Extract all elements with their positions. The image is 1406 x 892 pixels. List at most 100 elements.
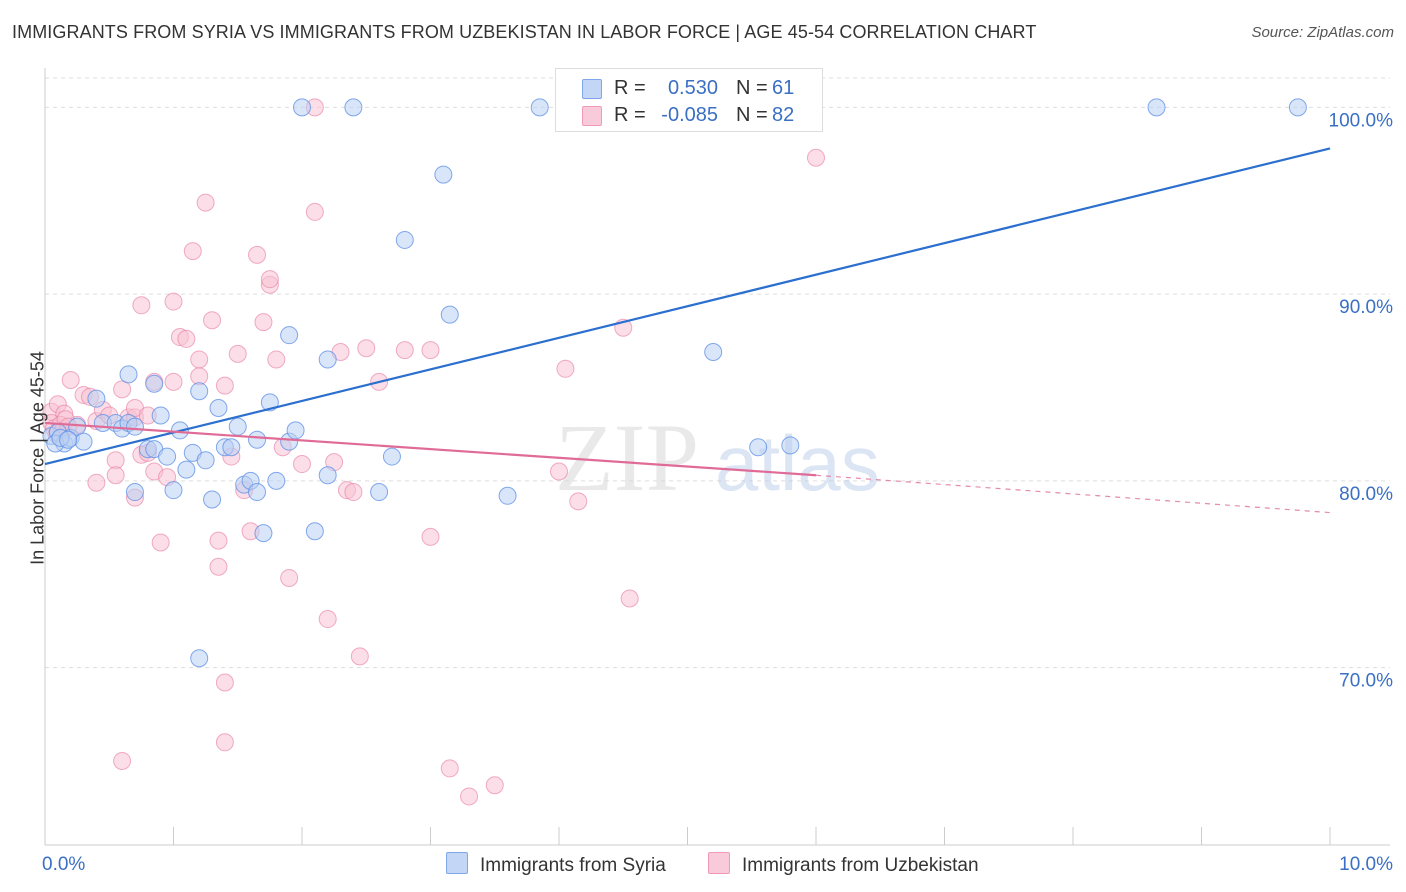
syria-r-value: 0.530 (667, 77, 718, 99)
syria-point (151, 406, 170, 425)
syria-n-value: 61 (772, 77, 795, 99)
uzbekistan-point (209, 557, 228, 576)
syria-swatch (582, 79, 602, 99)
uzbekistan-point (132, 296, 151, 315)
uzbekistan-point (113, 380, 132, 399)
syria-legend-label: Immigrants from Syria (480, 855, 666, 876)
uzbekistan-point (164, 372, 183, 391)
uzbekistan-trend-line (44, 421, 817, 477)
uzbekistan-point (196, 193, 215, 212)
watermark-atlas: atlas (715, 419, 880, 507)
uzbekistan-point (215, 673, 234, 692)
watermark: ZIP atlas (555, 404, 880, 511)
uzbekistan-point (164, 292, 183, 311)
uzbekistan-point (556, 359, 575, 378)
uzbekistan-point (318, 610, 337, 629)
gridlines (45, 77, 1390, 669)
syria-point (228, 417, 247, 436)
syria-point (125, 417, 144, 436)
uzbekistan-point (807, 148, 825, 167)
syria-point (87, 389, 106, 408)
syria-point (530, 98, 549, 117)
syria-point (145, 374, 164, 393)
uzbekistan-point (177, 329, 196, 348)
syria-point (370, 483, 389, 502)
uzbekistan-n-value: 82 (772, 104, 795, 126)
uzbekistan-point (209, 531, 228, 550)
syria-point (164, 481, 183, 500)
syria-point (293, 98, 311, 117)
uzbekistan-point (350, 647, 369, 666)
syria-point (190, 649, 209, 668)
syria-point (59, 430, 78, 449)
syria-point (434, 165, 453, 184)
syria-point (781, 436, 800, 455)
syria-point (344, 98, 363, 117)
syria-point (1147, 98, 1166, 117)
syria-point (305, 522, 324, 541)
syria-point (177, 460, 196, 479)
uzbekistan-point (215, 733, 234, 752)
uzbekistan-point (305, 202, 324, 221)
uzbekistan-point (113, 751, 132, 770)
trend-lines (44, 147, 1331, 514)
n-label: N = (736, 104, 768, 126)
uzbekistan-point (440, 759, 459, 778)
syria-trend-line (44, 147, 1331, 466)
uzbekistan-point (460, 787, 479, 806)
axes (44, 68, 1390, 846)
uzbekistan-point (61, 371, 80, 389)
syria-point (749, 438, 768, 457)
uzbekistan-point (151, 533, 170, 552)
uzbekistan-point (260, 270, 279, 289)
uzbekistan-point (569, 492, 588, 511)
uzbekistan-point (215, 376, 234, 395)
uzbekistan-point (267, 350, 286, 369)
legend-row-syria: R = 0.530 N = 61 (556, 75, 822, 101)
uzbekistan-point (183, 242, 202, 261)
legend-item-uzbekistan[interactable]: Immigrants from Uzbekistan (708, 852, 979, 877)
syria-point (704, 342, 723, 361)
syria-point (125, 483, 144, 502)
syria-point (158, 447, 177, 466)
uzbekistan-point (485, 776, 504, 795)
uzbekistan-point (203, 311, 222, 330)
syria-point (248, 483, 267, 502)
x-tick-label-min: 0.0% (42, 854, 85, 875)
y-tick-label: 80.0% (1339, 484, 1393, 505)
legend-item-syria[interactable]: Immigrants from Syria (446, 852, 666, 877)
syria-point (209, 399, 228, 418)
syria-point (119, 365, 138, 384)
uzbekistan-point (421, 341, 440, 360)
uzbekistan-point (344, 483, 363, 502)
uzbekistan-point (106, 466, 125, 485)
uzbekistan-point (421, 527, 440, 546)
uzbekistan-r-value: -0.085 (661, 104, 718, 126)
y-tick-label: 100.0% (1329, 110, 1394, 131)
uzbekistan-point (248, 245, 267, 264)
syria-points (42, 98, 1307, 668)
syria-legend-swatch (446, 852, 468, 874)
y-tick-label: 90.0% (1339, 297, 1393, 318)
tick-labels: 70.0% 80.0% 90.0% 100.0% 0.0% 10.0% (42, 110, 1393, 875)
uzbekistan-point (280, 568, 299, 587)
syria-point (286, 421, 305, 440)
syria-point (318, 466, 337, 485)
uzbekistan-point (550, 462, 568, 481)
uzbekistan-point (87, 473, 106, 492)
syria-point (196, 451, 215, 470)
x-tick-label-max: 10.0% (1339, 854, 1393, 875)
uzbekistan-legend-swatch (708, 852, 730, 874)
uzbekistan-point (254, 313, 273, 332)
uzbekistan-point (228, 344, 247, 363)
syria-point (318, 350, 337, 369)
syria-point (498, 486, 517, 505)
syria-point (280, 326, 299, 345)
syria-point (222, 438, 241, 457)
uzbekistan-legend-label: Immigrants from Uzbekistan (742, 855, 979, 876)
syria-point (440, 305, 459, 324)
syria-point (382, 447, 401, 466)
source-label: Source: ZipAtlas.com (1251, 24, 1394, 41)
syria-point (74, 432, 93, 451)
